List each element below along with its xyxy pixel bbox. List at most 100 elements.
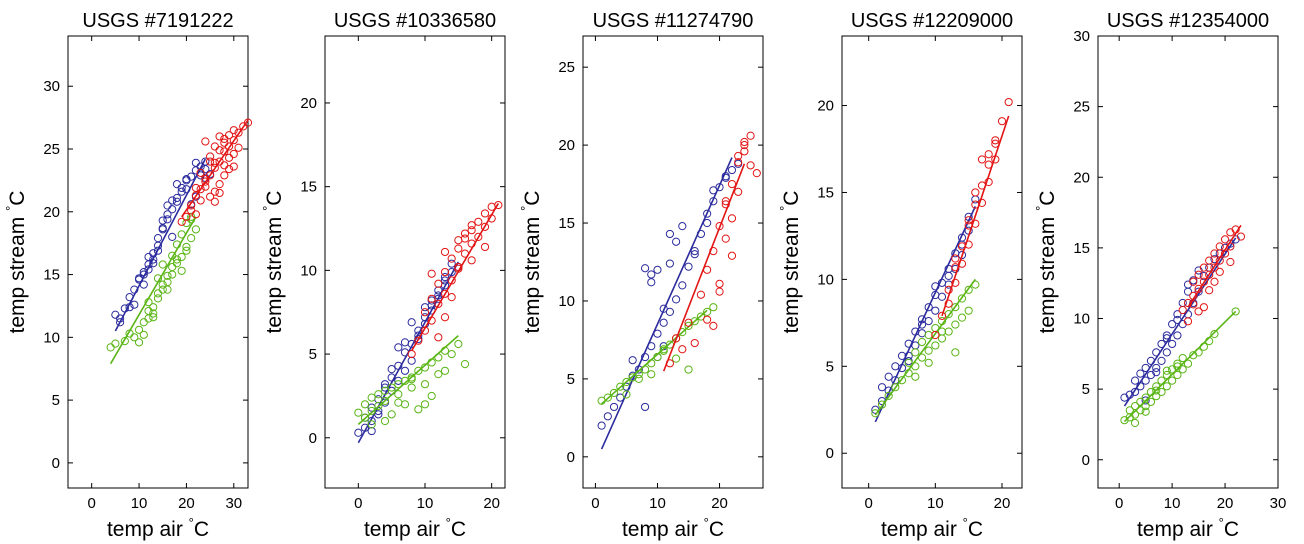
y-axis-label-text: temp stream bbox=[780, 211, 803, 334]
data-point bbox=[427, 269, 436, 278]
data-point bbox=[740, 137, 749, 147]
x-axis-label-text: temp air bbox=[107, 518, 189, 541]
y-tick-label: 15 bbox=[1073, 240, 1090, 257]
series-winter bbox=[871, 195, 980, 423]
data-point bbox=[1178, 353, 1187, 363]
chart-title: USGS #11274790 bbox=[593, 10, 754, 32]
data-point bbox=[177, 217, 186, 226]
x-tick-label: 10 bbox=[417, 495, 434, 512]
data-point bbox=[191, 210, 200, 219]
data-point bbox=[177, 266, 186, 275]
data-point bbox=[224, 153, 234, 162]
degree-symbol: ° bbox=[777, 206, 792, 211]
y-tick-label: 15 bbox=[43, 267, 60, 284]
data-point bbox=[407, 383, 416, 392]
data-point bbox=[740, 141, 749, 150]
data-point bbox=[931, 341, 940, 350]
data-point bbox=[354, 408, 363, 417]
data-point bbox=[1199, 263, 1208, 272]
data-point bbox=[120, 337, 129, 346]
data-point bbox=[407, 349, 416, 359]
y-axis-label-text: temp stream bbox=[1036, 211, 1059, 334]
data-point bbox=[220, 134, 229, 144]
data-point bbox=[460, 360, 470, 369]
data-point bbox=[394, 343, 403, 352]
data-point bbox=[904, 358, 913, 367]
data-point bbox=[752, 169, 761, 178]
series-summer bbox=[1178, 224, 1246, 326]
data-point bbox=[1168, 339, 1177, 349]
data-point bbox=[420, 400, 430, 409]
data-point bbox=[1125, 406, 1134, 415]
x-tick-label: 10 bbox=[1164, 495, 1181, 512]
data-point bbox=[951, 254, 960, 263]
data-point bbox=[427, 296, 436, 305]
data-point bbox=[380, 396, 390, 406]
series-summer bbox=[931, 97, 1013, 340]
data-point bbox=[917, 329, 927, 338]
x-tick-label: 10 bbox=[927, 495, 944, 512]
data-point bbox=[1205, 256, 1214, 265]
data-point bbox=[1215, 267, 1224, 276]
data-point bbox=[603, 393, 612, 402]
data-point bbox=[1168, 320, 1177, 329]
data-point bbox=[665, 229, 674, 239]
data-point bbox=[229, 136, 238, 145]
data-point bbox=[1141, 401, 1150, 411]
data-point bbox=[494, 200, 503, 210]
data-point bbox=[1173, 370, 1182, 380]
plot-area bbox=[67, 35, 249, 489]
data-point bbox=[1194, 270, 1203, 279]
data-point bbox=[480, 222, 490, 231]
data-point bbox=[144, 252, 153, 262]
data-point bbox=[111, 339, 120, 348]
x-axis-label: temp air °C bbox=[622, 515, 724, 541]
data-point bbox=[727, 251, 737, 260]
data-point bbox=[1210, 249, 1219, 258]
data-point bbox=[394, 390, 403, 399]
data-point bbox=[206, 152, 215, 161]
y-tick-label: 0 bbox=[309, 430, 317, 447]
data-point bbox=[168, 270, 177, 279]
y-axis-label: temp stream °C bbox=[1033, 191, 1059, 334]
data-point bbox=[440, 366, 450, 375]
data-point bbox=[144, 306, 153, 316]
data-point bbox=[1173, 359, 1182, 368]
data-point bbox=[653, 265, 662, 274]
data-point bbox=[647, 270, 656, 279]
y-tick-label: 5 bbox=[826, 358, 834, 375]
unit-letter: C bbox=[6, 191, 29, 206]
data-point bbox=[387, 365, 396, 374]
data-point bbox=[196, 196, 205, 205]
data-point bbox=[360, 413, 370, 422]
data-point bbox=[1004, 97, 1013, 107]
chart-title: USGS #7191222 bbox=[82, 10, 233, 32]
data-point bbox=[460, 229, 470, 238]
unit-letter: C bbox=[968, 518, 983, 541]
series-winter bbox=[354, 259, 463, 444]
degree-symbol: ° bbox=[1219, 515, 1224, 530]
data-point bbox=[434, 333, 443, 342]
data-point bbox=[951, 303, 960, 312]
plot-area bbox=[582, 35, 764, 489]
data-point bbox=[1194, 307, 1203, 316]
data-point bbox=[740, 147, 749, 156]
data-point bbox=[884, 391, 893, 400]
data-point bbox=[672, 295, 681, 304]
y-axis-label: temp stream °C bbox=[260, 191, 286, 334]
data-point bbox=[196, 168, 205, 177]
data-point bbox=[1157, 387, 1166, 397]
data-point bbox=[172, 180, 182, 189]
x-tick-label: 0 bbox=[354, 495, 362, 512]
y-tick-label: 0 bbox=[567, 449, 575, 466]
data-point bbox=[977, 155, 987, 164]
y-tick-label: 25 bbox=[1073, 99, 1090, 116]
data-point bbox=[1210, 277, 1219, 286]
data-point bbox=[964, 306, 973, 315]
data-point bbox=[703, 209, 712, 218]
data-point bbox=[394, 380, 403, 389]
data-point bbox=[187, 172, 196, 181]
data-point bbox=[201, 177, 210, 186]
data-point bbox=[924, 303, 933, 312]
data-point bbox=[210, 197, 219, 206]
